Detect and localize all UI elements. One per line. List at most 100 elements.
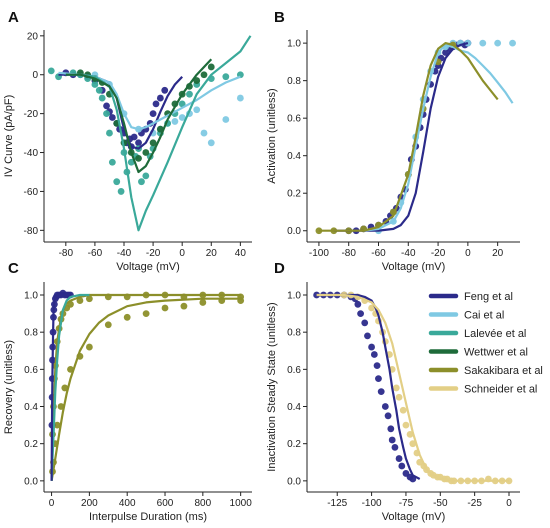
data-point-wettwer-et-al bbox=[193, 77, 201, 84]
data-point-sakakibara-et-al bbox=[61, 384, 69, 392]
x-tick-label: 20 bbox=[206, 248, 218, 259]
data-point-lalev-e-et-al bbox=[91, 81, 99, 88]
x-tick-label: -80 bbox=[59, 248, 74, 259]
fit-line-lalev-e-et-al bbox=[50, 293, 90, 481]
data-point-sakakibara-et-al bbox=[85, 295, 93, 303]
data-point-sakakibara-et-al bbox=[123, 313, 131, 321]
fit-line-feng-et-al bbox=[333, 42, 469, 232]
y-tick-label: 0.0 bbox=[287, 226, 301, 237]
data-point-feng-et-al bbox=[361, 319, 369, 327]
x-tick-label: 0 bbox=[179, 248, 185, 259]
data-point-cai-et-al bbox=[193, 106, 201, 114]
x-tick-label: 20 bbox=[492, 248, 504, 259]
data-point-lalev-e-et-al bbox=[106, 129, 113, 137]
data-point-feng-et-al bbox=[377, 388, 385, 396]
data-point-schneider-et-al bbox=[505, 477, 513, 485]
data-point-feng-et-al bbox=[398, 462, 406, 470]
data-point-lalev-e-et-al bbox=[222, 73, 230, 81]
data-point-wettwer-et-al bbox=[135, 154, 142, 162]
data-point-lalev-e-et-al bbox=[108, 158, 116, 166]
legend-label-lalev-e-et-al: Lalevée et al bbox=[464, 328, 526, 340]
data-point-feng-et-al bbox=[375, 375, 382, 383]
y-tick-label: 0.2 bbox=[24, 439, 38, 450]
y-axis-label: IV Curve (pA/pF) bbox=[3, 95, 15, 178]
x-tick-label: -100 bbox=[362, 498, 382, 509]
y-tick-label: 0.4 bbox=[287, 402, 301, 413]
y-tick-label: 0.6 bbox=[24, 365, 38, 376]
fit-line-feng-et-al bbox=[316, 293, 421, 480]
y-tick-label: 0.8 bbox=[24, 328, 38, 339]
y-tick-label: 0.0 bbox=[24, 476, 38, 487]
data-point-sakakibara-et-al bbox=[199, 299, 207, 306]
y-tick-label: 0.4 bbox=[24, 402, 38, 413]
y-axis-label: Activation (unitless) bbox=[266, 88, 278, 183]
legend-label-feng-et-al: Feng et al bbox=[464, 291, 513, 303]
panel-letter: B bbox=[274, 9, 285, 26]
x-tick-label: -20 bbox=[146, 248, 161, 259]
x-tick-label: -80 bbox=[341, 248, 356, 259]
fit-line-wettwer-et-al bbox=[65, 58, 213, 174]
data-point-wettwer-et-al bbox=[200, 71, 208, 79]
y-tick-label: 0.2 bbox=[287, 189, 301, 200]
data-point-sakakibara-et-al bbox=[104, 321, 112, 329]
data-point-cai-et-al bbox=[178, 114, 186, 121]
data-point-sakakibara-et-al bbox=[85, 343, 93, 351]
legend: Feng et al Cai et al Lalevée et al Wettwer … bbox=[428, 291, 543, 396]
data-point-schneider-et-al bbox=[402, 421, 410, 429]
legend-label-cai-et-al: Cai et al bbox=[464, 310, 504, 322]
data-point-cai-et-al bbox=[509, 39, 516, 47]
x-tick-label: -100 bbox=[309, 248, 329, 259]
x-tick-label: -25 bbox=[467, 498, 482, 509]
x-tick-label: -125 bbox=[327, 498, 347, 509]
data-point-lalev-e-et-al bbox=[117, 188, 125, 195]
data-point-feng-et-al bbox=[130, 133, 138, 141]
data-point-cai-et-al bbox=[236, 94, 244, 102]
x-tick-label: -75 bbox=[399, 498, 414, 509]
data-point-feng-et-al bbox=[387, 425, 395, 433]
data-point-wettwer-et-al bbox=[207, 63, 215, 71]
legend-label-wettwer-et-al: Wettwer et al bbox=[464, 347, 528, 359]
x-axis-label: Voltage (mV) bbox=[382, 261, 446, 273]
fit-line-sakakibara-et-al bbox=[50, 297, 241, 481]
data-point-feng-et-al bbox=[357, 310, 364, 317]
data-point-lalev-e-et-al bbox=[113, 178, 121, 186]
data-point-cai-et-al bbox=[207, 139, 215, 147]
y-tick-label: 0.8 bbox=[287, 328, 301, 339]
data-point-schneider-et-al bbox=[399, 406, 407, 414]
x-tick-label: -40 bbox=[401, 248, 416, 259]
y-axis-label: Recovery (unitless) bbox=[3, 340, 15, 434]
data-point-lalev-e-et-al bbox=[47, 67, 55, 75]
y-axis-label: Inactivation Steady State (unitless) bbox=[266, 302, 278, 471]
data-point-sakakibara-et-al bbox=[142, 310, 150, 317]
data-point-feng-et-al bbox=[370, 351, 378, 358]
data-point-lalev-e-et-al bbox=[103, 110, 110, 118]
x-tick-label: -60 bbox=[371, 248, 386, 259]
data-point-wettwer-et-al bbox=[142, 149, 150, 156]
fit-line-feng-et-al bbox=[50, 293, 71, 481]
y-tick-label: 1.0 bbox=[24, 291, 38, 302]
data-point-wettwer-et-al bbox=[149, 139, 157, 147]
x-axis-label: Interpulse Duration (ms) bbox=[89, 511, 207, 523]
data-point-feng-et-al bbox=[156, 94, 164, 102]
data-point-feng-et-al bbox=[354, 300, 362, 308]
x-tick-label: 1000 bbox=[230, 498, 253, 509]
data-point-lalev-e-et-al bbox=[178, 100, 186, 108]
x-tick-label: 600 bbox=[157, 498, 174, 509]
data-point-sakakibara-et-al bbox=[180, 302, 188, 310]
data-point-feng-et-al bbox=[364, 332, 371, 340]
x-tick-label: 40 bbox=[235, 248, 247, 259]
panel-a: A -80 -60 -40 -20 0 20 40 -80 -60 -40 -20 0 20 Voltage… bbox=[3, 9, 252, 273]
y-tick-label: -20 bbox=[24, 109, 39, 120]
data-point-cai-et-al bbox=[200, 129, 208, 137]
legend-label-schneider-et-al: Schneider et al bbox=[464, 384, 537, 396]
data-point-cai-et-al bbox=[494, 39, 502, 47]
plot-area bbox=[315, 39, 516, 235]
plot-area bbox=[47, 35, 252, 232]
y-tick-label: -60 bbox=[24, 187, 39, 198]
x-tick-label: 0 bbox=[506, 498, 512, 509]
x-tick-label: 0 bbox=[465, 248, 471, 259]
data-point-cai-et-al bbox=[222, 116, 230, 123]
fit-line-schneider-et-al bbox=[316, 293, 509, 482]
y-tick-label: -80 bbox=[24, 226, 39, 237]
panel-letter: D bbox=[274, 260, 285, 277]
